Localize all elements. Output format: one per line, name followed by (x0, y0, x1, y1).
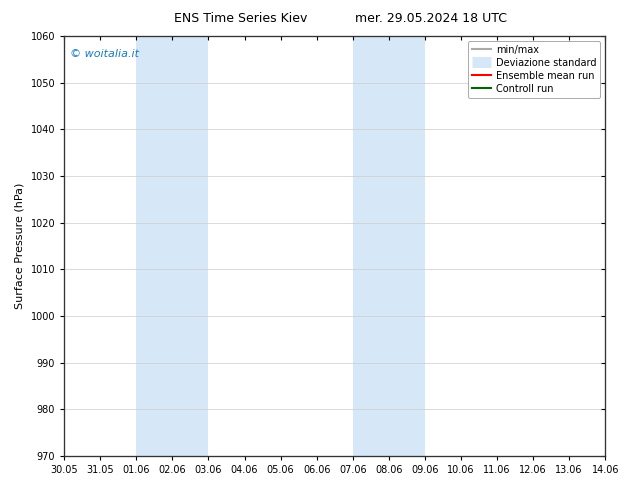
Text: mer. 29.05.2024 18 UTC: mer. 29.05.2024 18 UTC (355, 12, 507, 25)
Bar (353, 36, 425, 456)
Text: ENS Time Series Kiev: ENS Time Series Kiev (174, 12, 307, 25)
Text: © woitalia.it: © woitalia.it (70, 49, 139, 59)
Legend: min/max, Deviazione standard, Ensemble mean run, Controll run: min/max, Deviazione standard, Ensemble m… (468, 41, 600, 98)
Y-axis label: Surface Pressure (hPa): Surface Pressure (hPa) (15, 183, 25, 309)
Bar (136, 36, 209, 456)
